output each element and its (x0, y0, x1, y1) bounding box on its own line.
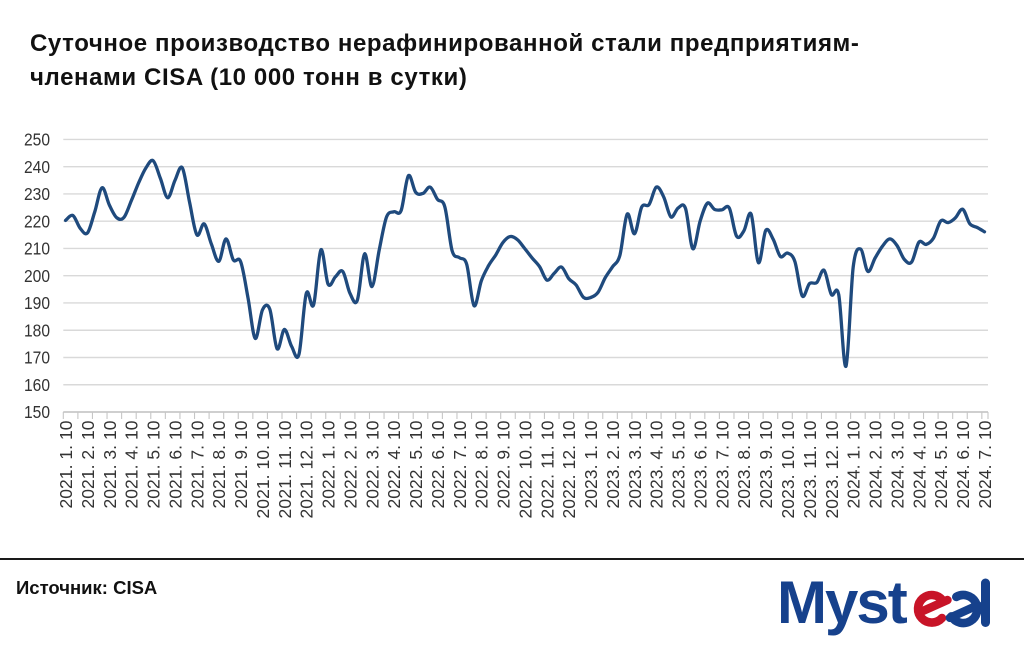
svg-text:Myst: Myst (777, 569, 908, 636)
svg-text:2022. 4. 10: 2022. 4. 10 (384, 420, 404, 508)
svg-text:2024. 4. 10: 2024. 4. 10 (909, 420, 929, 508)
svg-text:2021. 8. 10: 2021. 8. 10 (209, 420, 229, 508)
svg-text:2022. 3. 10: 2022. 3. 10 (362, 420, 382, 508)
svg-text:2021. 7. 10: 2021. 7. 10 (187, 420, 207, 508)
svg-text:2023. 10. 10: 2023. 10. 10 (778, 420, 798, 518)
svg-text:2021. 5. 10: 2021. 5. 10 (144, 420, 164, 508)
svg-text:2023. 12. 10: 2023. 12. 10 (822, 420, 842, 518)
svg-text:2024. 2. 10: 2024. 2. 10 (866, 420, 886, 508)
svg-text:230: 230 (24, 184, 50, 204)
svg-text:2021. 3. 10: 2021. 3. 10 (100, 420, 120, 508)
svg-text:160: 160 (24, 375, 50, 395)
svg-text:2022. 10. 10: 2022. 10. 10 (516, 420, 536, 518)
svg-text:2021. 6. 10: 2021. 6. 10 (165, 420, 185, 508)
svg-text:2024. 6. 10: 2024. 6. 10 (953, 420, 973, 508)
svg-text:2022. 9. 10: 2022. 9. 10 (494, 420, 514, 508)
svg-text:2021. 4. 10: 2021. 4. 10 (122, 420, 142, 508)
svg-text:2023. 5. 10: 2023. 5. 10 (669, 420, 689, 508)
svg-text:2023. 2. 10: 2023. 2. 10 (603, 420, 623, 508)
svg-text:2022. 1. 10: 2022. 1. 10 (319, 420, 339, 508)
svg-text:2022. 5. 10: 2022. 5. 10 (406, 420, 426, 508)
svg-text:2022. 2. 10: 2022. 2. 10 (340, 420, 360, 508)
svg-text:2023. 7. 10: 2023. 7. 10 (712, 420, 732, 508)
svg-text:2024. 1. 10: 2024. 1. 10 (844, 420, 864, 508)
svg-text:2021. 9. 10: 2021. 9. 10 (231, 420, 251, 508)
svg-text:2023. 1. 10: 2023. 1. 10 (581, 420, 601, 508)
svg-text:210: 210 (24, 239, 50, 259)
svg-text:200: 200 (24, 266, 50, 286)
svg-text:2023. 8. 10: 2023. 8. 10 (734, 420, 754, 508)
svg-text:2022. 12. 10: 2022. 12. 10 (559, 420, 579, 518)
svg-text:2024. 3. 10: 2024. 3. 10 (887, 420, 907, 508)
svg-text:170: 170 (24, 348, 50, 368)
svg-text:2024. 7. 10: 2024. 7. 10 (975, 420, 995, 508)
svg-text:180: 180 (24, 320, 50, 340)
svg-text:2021. 12. 10: 2021. 12. 10 (297, 420, 317, 518)
svg-text:250: 250 (24, 130, 50, 150)
svg-text:220: 220 (24, 211, 50, 231)
svg-text:2023. 4. 10: 2023. 4. 10 (647, 420, 667, 508)
svg-text:2022. 6. 10: 2022. 6. 10 (428, 420, 448, 508)
svg-text:240: 240 (24, 157, 50, 177)
svg-text:190: 190 (24, 293, 50, 313)
svg-text:2022. 11. 10: 2022. 11. 10 (537, 420, 557, 518)
svg-text:2023. 6. 10: 2023. 6. 10 (691, 420, 711, 508)
svg-text:2023. 9. 10: 2023. 9. 10 (756, 420, 776, 508)
svg-text:2021. 10. 10: 2021. 10. 10 (253, 420, 273, 518)
svg-text:2021. 1. 10: 2021. 1. 10 (56, 420, 76, 508)
svg-text:150: 150 (24, 402, 50, 422)
svg-text:2023. 11. 10: 2023. 11. 10 (800, 420, 820, 518)
svg-text:2022. 7. 10: 2022. 7. 10 (450, 420, 470, 508)
svg-text:2022. 8. 10: 2022. 8. 10 (472, 420, 492, 508)
svg-text:2021. 11. 10: 2021. 11. 10 (275, 420, 295, 518)
svg-text:2023. 3. 10: 2023. 3. 10 (625, 420, 645, 508)
svg-text:2021. 2. 10: 2021. 2. 10 (78, 420, 98, 508)
svg-text:2024. 5. 10: 2024. 5. 10 (931, 420, 951, 508)
